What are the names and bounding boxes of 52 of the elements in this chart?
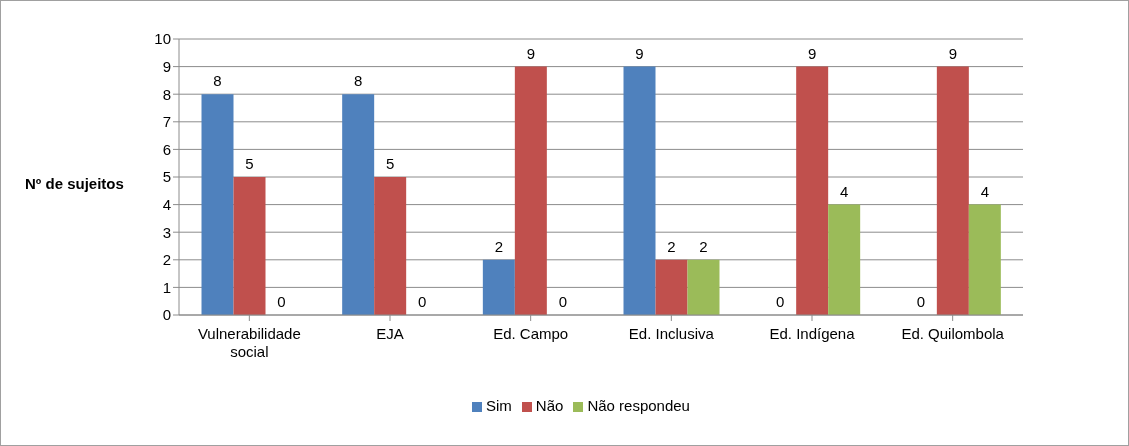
data-label: 8 bbox=[213, 72, 222, 90]
bar bbox=[342, 94, 375, 315]
y-tick-label: 6 bbox=[162, 140, 171, 158]
legend-label: Não bbox=[535, 397, 564, 414]
x-tick-label: Vulnerabilidade social bbox=[197, 325, 301, 360]
y-tick-label: 9 bbox=[162, 57, 171, 75]
y-tick-label: 8 bbox=[162, 85, 171, 103]
y-tick-label: 2 bbox=[162, 251, 171, 269]
legend-label: Sim bbox=[486, 397, 512, 414]
x-tick-label: EJA bbox=[376, 325, 404, 342]
y-tick-label: 5 bbox=[162, 168, 171, 186]
bar bbox=[233, 177, 266, 315]
data-label: 5 bbox=[245, 155, 254, 172]
bar bbox=[655, 259, 688, 315]
data-label: 9 bbox=[808, 44, 817, 62]
data-label: 2 bbox=[667, 237, 676, 255]
data-label: 0 bbox=[277, 292, 286, 310]
data-label: 2 bbox=[699, 237, 708, 255]
data-label: 0 bbox=[558, 292, 568, 310]
bar bbox=[514, 66, 547, 315]
legend-label: Não respondeu bbox=[587, 397, 690, 414]
data-label: 2 bbox=[494, 237, 504, 255]
bar bbox=[796, 66, 829, 315]
bar bbox=[968, 204, 1001, 315]
data-label: 9 bbox=[526, 44, 536, 62]
data-label: 4 bbox=[840, 182, 849, 200]
bar bbox=[623, 66, 656, 315]
data-label: 0 bbox=[418, 292, 427, 310]
y-tick-label: 7 bbox=[162, 113, 171, 131]
y-tick-label: 0 bbox=[162, 306, 171, 324]
bar bbox=[482, 259, 515, 315]
x-tick-label: Ed. Campo bbox=[493, 325, 569, 342]
bar bbox=[201, 94, 234, 315]
x-tick-label: Ed. Inclusiva bbox=[628, 325, 715, 342]
bar bbox=[374, 177, 407, 315]
x-tick-label: Ed. Quilombola bbox=[901, 325, 1005, 342]
bar bbox=[687, 259, 720, 315]
bar bbox=[936, 66, 969, 315]
y-axis-title: Nº de sujeitos bbox=[25, 175, 124, 192]
data-label: 5 bbox=[386, 155, 395, 172]
data-label: 9 bbox=[948, 44, 958, 62]
data-label: 4 bbox=[980, 182, 990, 200]
y-tick-label: 4 bbox=[162, 195, 171, 213]
y-tick-label: 1 bbox=[162, 278, 171, 296]
data-label: 9 bbox=[635, 44, 644, 62]
data-label: 8 bbox=[354, 72, 363, 90]
data-label: 0 bbox=[776, 292, 785, 310]
data-label: 0 bbox=[916, 292, 926, 310]
x-tick-label: Ed. Indígena bbox=[769, 325, 856, 342]
y-tick-label: 3 bbox=[162, 223, 171, 241]
y-tick-label: 10 bbox=[154, 30, 171, 48]
bar bbox=[828, 204, 861, 315]
